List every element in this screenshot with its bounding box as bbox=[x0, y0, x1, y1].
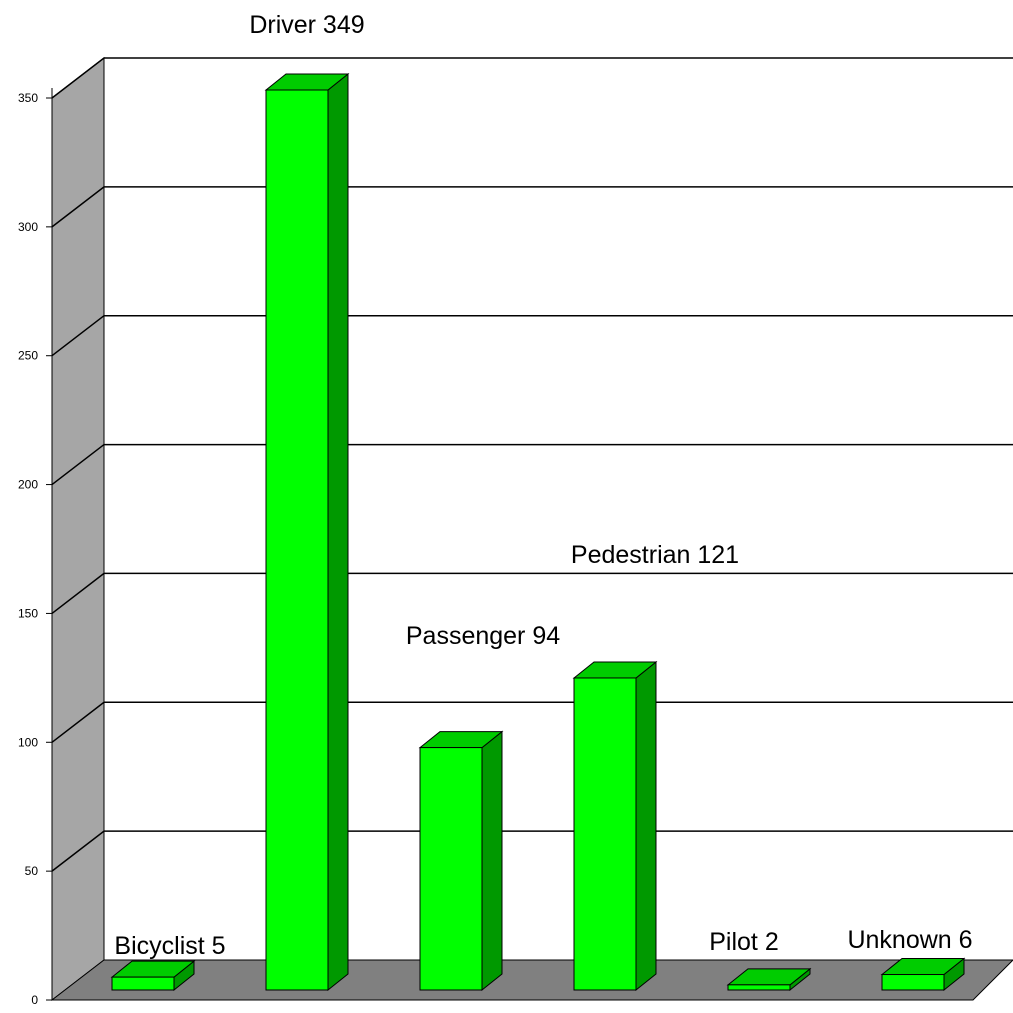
y-tick-label: 200 bbox=[18, 478, 38, 492]
back-wall bbox=[104, 58, 1013, 960]
gridline bbox=[51, 57, 1013, 99]
gridline bbox=[51, 572, 1013, 615]
bar-side-passenger bbox=[481, 730, 503, 992]
gridline bbox=[51, 830, 1013, 872]
gridline bbox=[51, 314, 1013, 357]
bar-passenger bbox=[419, 747, 483, 991]
bar-unknown bbox=[881, 974, 945, 991]
y-tick-label: 250 bbox=[18, 349, 38, 363]
bar-side-pedestrian bbox=[635, 660, 657, 992]
bar-pilot bbox=[727, 984, 791, 991]
gridline bbox=[51, 701, 1013, 743]
bar-bicyclist bbox=[111, 976, 175, 991]
bar-driver bbox=[265, 89, 329, 991]
data-label-pedestrian: Pedestrian 121 bbox=[571, 541, 739, 569]
data-label-passenger: Passenger 94 bbox=[406, 622, 560, 650]
y-tick-label: 50 bbox=[25, 864, 39, 878]
bar-pedestrian bbox=[573, 677, 637, 991]
y-tick-label: 150 bbox=[18, 606, 38, 620]
gridline bbox=[51, 443, 1013, 486]
side-wall bbox=[51, 56, 105, 1002]
data-label-pilot: Pilot 2 bbox=[709, 928, 778, 956]
floor bbox=[50, 959, 1013, 1001]
y-tick-label: 0 bbox=[31, 993, 38, 1007]
y-tick-label: 300 bbox=[18, 220, 38, 234]
data-label-driver: Driver 349 bbox=[249, 11, 364, 39]
y-tick-label: 100 bbox=[18, 735, 38, 749]
data-label-bicyclist: Bicyclist 5 bbox=[114, 932, 225, 960]
y-tick-label: 350 bbox=[18, 91, 38, 105]
bar-side-driver bbox=[327, 72, 349, 992]
gridline bbox=[51, 186, 1013, 228]
data-label-unknown: Unknown 6 bbox=[847, 926, 972, 954]
